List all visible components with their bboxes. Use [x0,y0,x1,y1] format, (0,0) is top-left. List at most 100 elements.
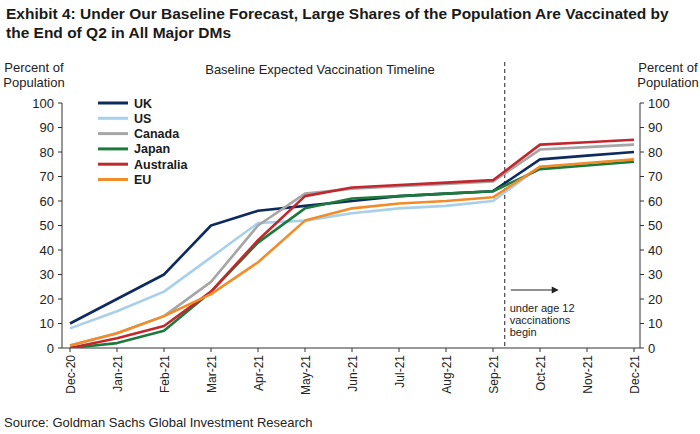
series-line [70,140,634,348]
series-line [70,152,634,324]
y2-tick-label: 50 [648,218,662,233]
legend-swatch [98,117,128,120]
x-tick [117,348,118,352]
x-tick [399,348,400,352]
y-tick [58,348,62,349]
y-tick-label: 0 [47,341,54,356]
y-tick-label: 20 [40,292,54,307]
y-tick-label: 100 [32,96,54,111]
axis-title: Percent ofPopulation [3,60,64,90]
legend-label: UK [134,97,152,111]
y-tick-label: 80 [40,145,54,160]
x-tick [540,348,541,352]
y-tick-label: 10 [40,316,54,331]
y2-tick [640,103,644,104]
y-tick [58,323,62,324]
y-tick [58,225,62,226]
x-tick [258,348,259,352]
x-tick-label: Oct-21 [534,355,548,391]
x-tick [493,348,494,352]
y-tick-label: 40 [40,243,54,258]
y2-tick [640,176,644,177]
y-tick-label: 70 [40,169,54,184]
y2-tick-label: 10 [648,316,662,331]
x-tick [211,348,212,352]
legend-label: EU [134,173,151,187]
y-tick [58,299,62,300]
y2-tick-label: 60 [648,194,662,209]
legend-label: Australia [134,158,189,172]
x-tick-label: Jul-21 [393,355,407,388]
x-tick [352,348,353,352]
legend-label: Canada [134,127,180,141]
y-tick-label: 90 [40,120,54,135]
y-tick [58,103,62,104]
axis-title-line: Percent of [4,60,64,75]
series-line [70,159,634,345]
y2-tick-label: 80 [648,145,662,160]
x-tick-label: May-21 [299,355,313,395]
y2-tick-label: 0 [648,341,655,356]
x-tick-label: Jun-21 [346,355,360,392]
y-tick [58,250,62,251]
y2-tick-label: 90 [648,120,662,135]
annotation-arrowhead [552,287,559,294]
x-tick-label: Feb-21 [158,355,172,393]
y-tick [58,274,62,275]
annotation-arrow [511,290,555,291]
annotation-text: begin [510,326,537,338]
y2-tick-label: 20 [648,292,662,307]
x-tick-label: Mar-21 [205,355,219,393]
y2-tick-label: 100 [648,96,670,111]
y-tick-label: 30 [40,267,54,282]
x-tick-label: Dec-21 [628,355,642,394]
x-tick [446,348,447,352]
x-tick [634,348,635,352]
annotation-text: under age 12 [510,302,575,314]
y2-tick [640,152,644,153]
x-tick-label: Jan-21 [111,355,125,392]
x-tick [305,348,306,352]
y-tick [58,176,62,177]
annotation-text: vaccinations [510,314,571,326]
y-tick [58,201,62,202]
y2-tick [640,323,644,324]
x-tick [587,348,588,352]
y2-tick-label: 70 [648,169,662,184]
chart: 0102030405060708090100010203040506070809… [0,0,700,434]
axis-title-line: Population [637,75,698,90]
y2-tick [640,299,644,300]
x-axis [62,348,640,349]
legend-swatch [98,102,128,105]
x-tick [164,348,165,352]
y2-tick [640,348,644,349]
y-tick [58,152,62,153]
source: Source: Goldman Sachs Global Investment … [4,415,313,430]
y2-tick [640,274,644,275]
x-tick-label: Sep-21 [487,355,501,394]
axis-title-line: Percent of [638,60,698,75]
y-tick-label: 50 [40,218,54,233]
legend-label: US [134,112,151,126]
legend-swatch [98,132,128,135]
y-tick [58,127,62,128]
legend-label: Japan [134,142,170,156]
series-line [70,145,634,346]
x-tick-label: Dec-20 [64,355,78,394]
divider-line [504,62,505,348]
y2-tick [640,225,644,226]
legend-swatch [98,178,128,181]
series-group [70,140,634,348]
x-tick-label: Aug-21 [440,355,454,394]
x-tick [70,348,71,352]
y2-tick [640,201,644,202]
y2-tick [640,250,644,251]
x-tick-label: Apr-21 [252,355,266,391]
y2-tick-label: 30 [648,267,662,282]
legend-swatch [98,163,128,166]
x-tick-label: Nov-21 [581,355,595,394]
legend-swatch [98,147,128,150]
y-tick-label: 60 [40,194,54,209]
axis-title: Percent ofPopulation [637,60,698,90]
axis-title-line: Population [3,75,64,90]
